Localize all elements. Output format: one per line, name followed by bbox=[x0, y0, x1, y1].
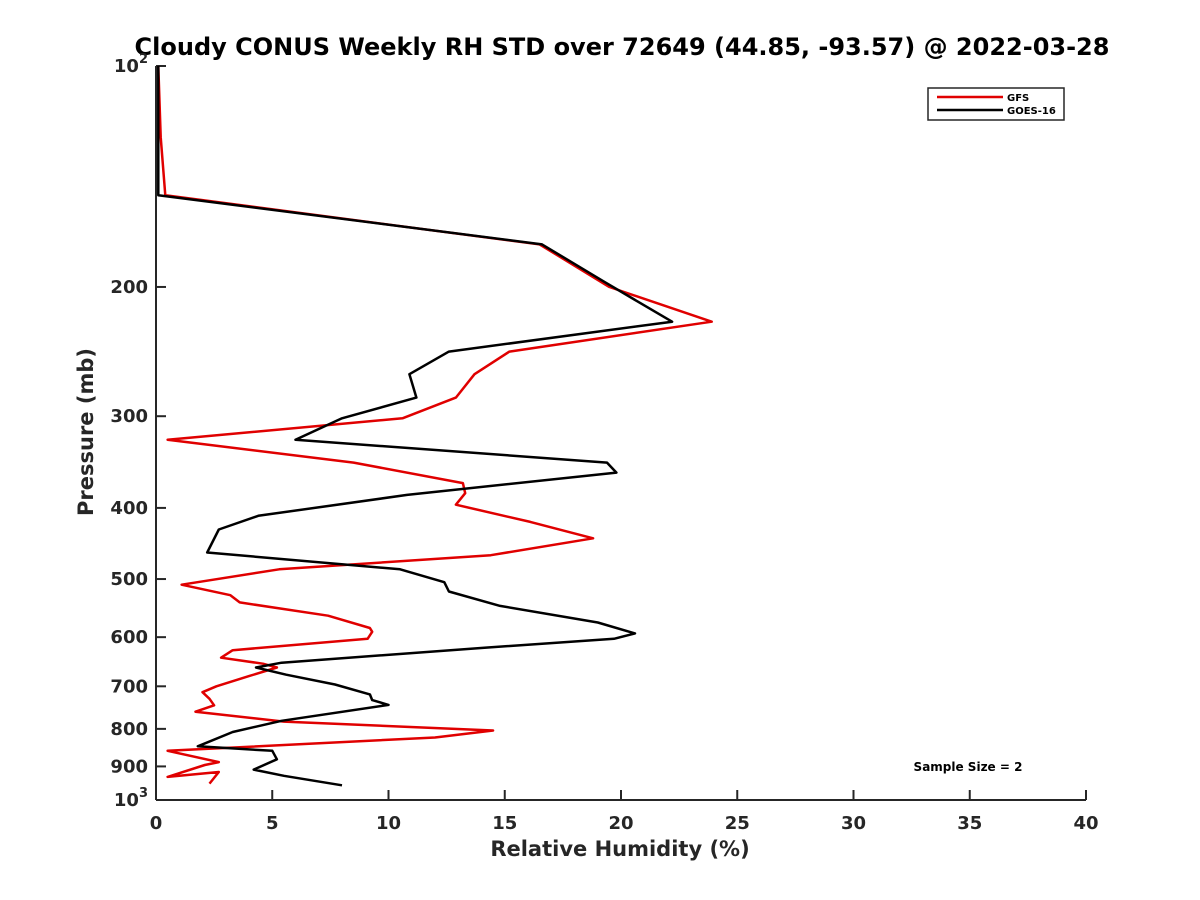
y-tick-label: 800 bbox=[110, 719, 148, 740]
y-tick-label: 300 bbox=[110, 406, 148, 427]
axes: 0 5 10 15 20 25 30 35 40102200300400500600700800… bbox=[110, 52, 1098, 834]
y-tick-base: 900 bbox=[110, 756, 148, 777]
y-tick-label: 600 bbox=[110, 627, 148, 648]
x-tick-label: 0 bbox=[150, 813, 163, 834]
chart-title: Cloudy CONUS Weekly RH STD over 72649 (4… bbox=[135, 33, 1110, 61]
series-line-gfs bbox=[157, 65, 713, 785]
y-tick-base: 500 bbox=[110, 569, 148, 590]
y-tick-base: 700 bbox=[110, 676, 148, 697]
y-tick-base: 300 bbox=[110, 406, 148, 427]
y-tick-base: 200 bbox=[110, 277, 148, 298]
x-tick-label: 20 bbox=[608, 813, 633, 834]
series-lines bbox=[157, 65, 713, 787]
x-tick-label: 30 bbox=[841, 813, 866, 834]
x-axis-label: Relative Humidity (%) bbox=[490, 837, 749, 861]
y-tick-base: 400 bbox=[110, 498, 148, 519]
y-tick-exponent: 3 bbox=[139, 786, 148, 801]
y-tick-label: 700 bbox=[110, 676, 148, 697]
x-tick-label: 40 bbox=[1073, 813, 1098, 834]
y-tick-label: 500 bbox=[110, 569, 148, 590]
y-tick-label: 400 bbox=[110, 498, 148, 519]
y-tick-label: 200 bbox=[110, 277, 148, 298]
x-tick-label: 10 bbox=[376, 813, 401, 834]
y-tick-label: 103 bbox=[114, 786, 148, 811]
legend-label: GOES-16 bbox=[1007, 106, 1056, 117]
y-tick-label: 900 bbox=[110, 756, 148, 777]
y-tick-label: 102 bbox=[114, 52, 148, 77]
y-tick-base: 600 bbox=[110, 627, 148, 648]
x-tick-label: 25 bbox=[725, 813, 750, 834]
x-tick-label: 15 bbox=[492, 813, 517, 834]
sample-size-annotation: Sample Size = 2 bbox=[914, 760, 1023, 774]
legend-label: GFS bbox=[1007, 93, 1029, 104]
y-tick-exponent: 2 bbox=[139, 52, 148, 67]
y-tick-base: 10 bbox=[114, 790, 139, 811]
series-line-goes-16 bbox=[157, 66, 674, 787]
y-tick-base: 800 bbox=[110, 719, 148, 740]
legend-box bbox=[927, 87, 1065, 121]
y-axis-label: Pressure (mb) bbox=[74, 348, 98, 516]
x-tick-label: 5 bbox=[266, 813, 279, 834]
y-tick-base: 10 bbox=[114, 56, 139, 77]
x-tick-label: 35 bbox=[957, 813, 982, 834]
legend: GFS GOES-16 bbox=[927, 87, 1065, 121]
